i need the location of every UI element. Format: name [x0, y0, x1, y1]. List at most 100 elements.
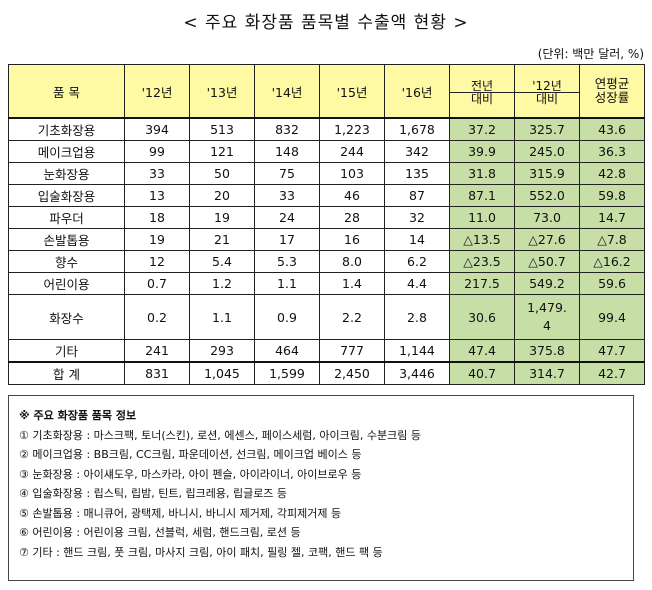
- cell: 5.3: [254, 250, 320, 273]
- cell-cagr: 59.8: [579, 184, 645, 207]
- notes-item: ② 메이크업용 : BB크림, CC크림, 파운데이션, 선크림, 메이크업 베…: [19, 448, 362, 461]
- notes-item: ④ 입술화장용 : 립스틱, 립밤, 틴트, 립크레용, 립글로즈 등: [19, 487, 288, 500]
- table-row: 손발톱용 19 21 17 16 14 △13.5 △27.6 △7.8: [8, 228, 645, 251]
- cell: 5.4: [189, 250, 255, 273]
- cell: 464: [254, 339, 320, 363]
- row-name: 눈화장용: [8, 162, 125, 185]
- cell: 2,450: [319, 361, 385, 385]
- cell-yoy: 217.5: [449, 272, 515, 295]
- cell: 75: [254, 162, 320, 185]
- cell: 16: [319, 228, 385, 251]
- cell-vs12: △27.6: [514, 228, 580, 251]
- cell-cagr: △16.2: [579, 250, 645, 273]
- cell-vs12-line2: 4: [543, 318, 551, 333]
- cell: 50: [189, 162, 255, 185]
- cell-cagr: △7.8: [579, 228, 645, 251]
- header-year: '13년: [189, 64, 255, 119]
- cell-yoy: △13.5: [449, 228, 515, 251]
- cell-yoy: 40.7: [449, 361, 515, 385]
- cell: 2.2: [319, 294, 385, 340]
- cell: 32: [384, 206, 450, 229]
- cell: 1.1: [189, 294, 255, 340]
- cell: 13: [124, 184, 190, 207]
- cell: 12: [124, 250, 190, 273]
- table-row: 메이크업용 99 121 148 244 342 39.9 245.0 36.3: [8, 140, 645, 163]
- cell-yoy: 87.1: [449, 184, 515, 207]
- cell: 103: [319, 162, 385, 185]
- row-name: 메이크업용: [8, 140, 125, 163]
- header-vs12: '12년: [514, 64, 580, 93]
- header-cagr-bottom: 성장률: [594, 90, 630, 105]
- cell-cagr: 42.8: [579, 162, 645, 185]
- header-yoy-top: 전년: [470, 78, 494, 93]
- cell-yoy: 31.8: [449, 162, 515, 185]
- cell: 1,144: [384, 339, 450, 363]
- cell: 18: [124, 206, 190, 229]
- cell-yoy: 47.4: [449, 339, 515, 363]
- notes-item: ⑥ 어린이용 : 어린이용 크림, 선블럭, 세럼, 핸드크림, 로션 등: [19, 526, 301, 539]
- cell: 6.2: [384, 250, 450, 273]
- cell: 8.0: [319, 250, 385, 273]
- cell: 17: [254, 228, 320, 251]
- table-row: 화장수 0.2 1.1 0.9 2.2 2.8 30.6 1,479. 4 99…: [8, 294, 645, 340]
- header-vs12-top: '12년: [532, 78, 562, 93]
- header-year: '12년: [124, 64, 190, 119]
- cell: 148: [254, 140, 320, 163]
- cell: 28: [319, 206, 385, 229]
- cell: 33: [254, 184, 320, 207]
- cell-vs12: 549.2: [514, 272, 580, 295]
- cell: 342: [384, 140, 450, 163]
- cell: 3,446: [384, 361, 450, 385]
- cell: 1.1: [254, 272, 320, 295]
- row-name: 손발톱용: [8, 228, 125, 251]
- table-row: 눈화장용 33 50 75 103 135 31.8 315.9 42.8: [8, 162, 645, 185]
- cell-vs12: △50.7: [514, 250, 580, 273]
- notes-item: ③ 눈화장용 : 아이섀도우, 마스카라, 아이 펜슬, 아이라이너, 아이브로…: [19, 467, 362, 481]
- cell-vs12-line1: 1,479.: [527, 300, 567, 315]
- cell: 394: [124, 117, 190, 141]
- cell: 46: [319, 184, 385, 207]
- cell-vs12: 1,479. 4: [514, 294, 580, 340]
- row-name: 화장수: [8, 294, 125, 340]
- header-vs12-sub: 대비: [514, 91, 580, 119]
- row-name: 기초화장용: [8, 117, 125, 141]
- cell: 20: [189, 184, 255, 207]
- cell: 244: [319, 140, 385, 163]
- cell-cagr: 59.6: [579, 272, 645, 295]
- export-table: 품 목 '12년 '13년 '14년 '15년 '16년 전년 '12년 연평균…: [8, 64, 645, 385]
- table-row: 기초화장용 394 513 832 1,223 1,678 37.2 325.7…: [8, 117, 645, 141]
- notes-heading: ※ 주요 화장품 품목 정보: [19, 409, 137, 422]
- cell-vs12: 325.7: [514, 117, 580, 141]
- cell: 0.9: [254, 294, 320, 340]
- cell: 832: [254, 117, 320, 141]
- cell: 135: [384, 162, 450, 185]
- cell: 24: [254, 206, 320, 229]
- cell: 293: [189, 339, 255, 363]
- cell-yoy: 11.0: [449, 206, 515, 229]
- cell: 4.4: [384, 272, 450, 295]
- cell: 1,678: [384, 117, 450, 141]
- cell-cagr: 43.6: [579, 117, 645, 141]
- table-row: 어린이용 0.7 1.2 1.1 1.4 4.4 217.5 549.2 59.…: [8, 272, 645, 295]
- header-vs12-bottom: 대비: [535, 91, 559, 106]
- cell: 87: [384, 184, 450, 207]
- cell-yoy: 30.6: [449, 294, 515, 340]
- cell: 831: [124, 361, 190, 385]
- cell-vs12: 315.9: [514, 162, 580, 185]
- cell-vs12: 552.0: [514, 184, 580, 207]
- header-yoy: 전년: [449, 64, 515, 93]
- cell-cagr: 42.7: [579, 361, 645, 385]
- cell: 21: [189, 228, 255, 251]
- row-name: 향수: [8, 250, 125, 273]
- cell: 1.2: [189, 272, 255, 295]
- row-name: 어린이용: [8, 272, 125, 295]
- cell: 0.7: [124, 272, 190, 295]
- row-name: 합 계: [8, 361, 125, 385]
- header-year: '16년: [384, 64, 450, 119]
- table-row: 향수 12 5.4 5.3 8.0 6.2 △23.5 △50.7 △16.2: [8, 250, 645, 273]
- header-yoy-bottom: 대비: [470, 91, 494, 106]
- cell: 513: [189, 117, 255, 141]
- cell: 0.2: [124, 294, 190, 340]
- table-row: 파우더 18 19 24 28 32 11.0 73.0 14.7: [8, 206, 645, 229]
- cell: 2.8: [384, 294, 450, 340]
